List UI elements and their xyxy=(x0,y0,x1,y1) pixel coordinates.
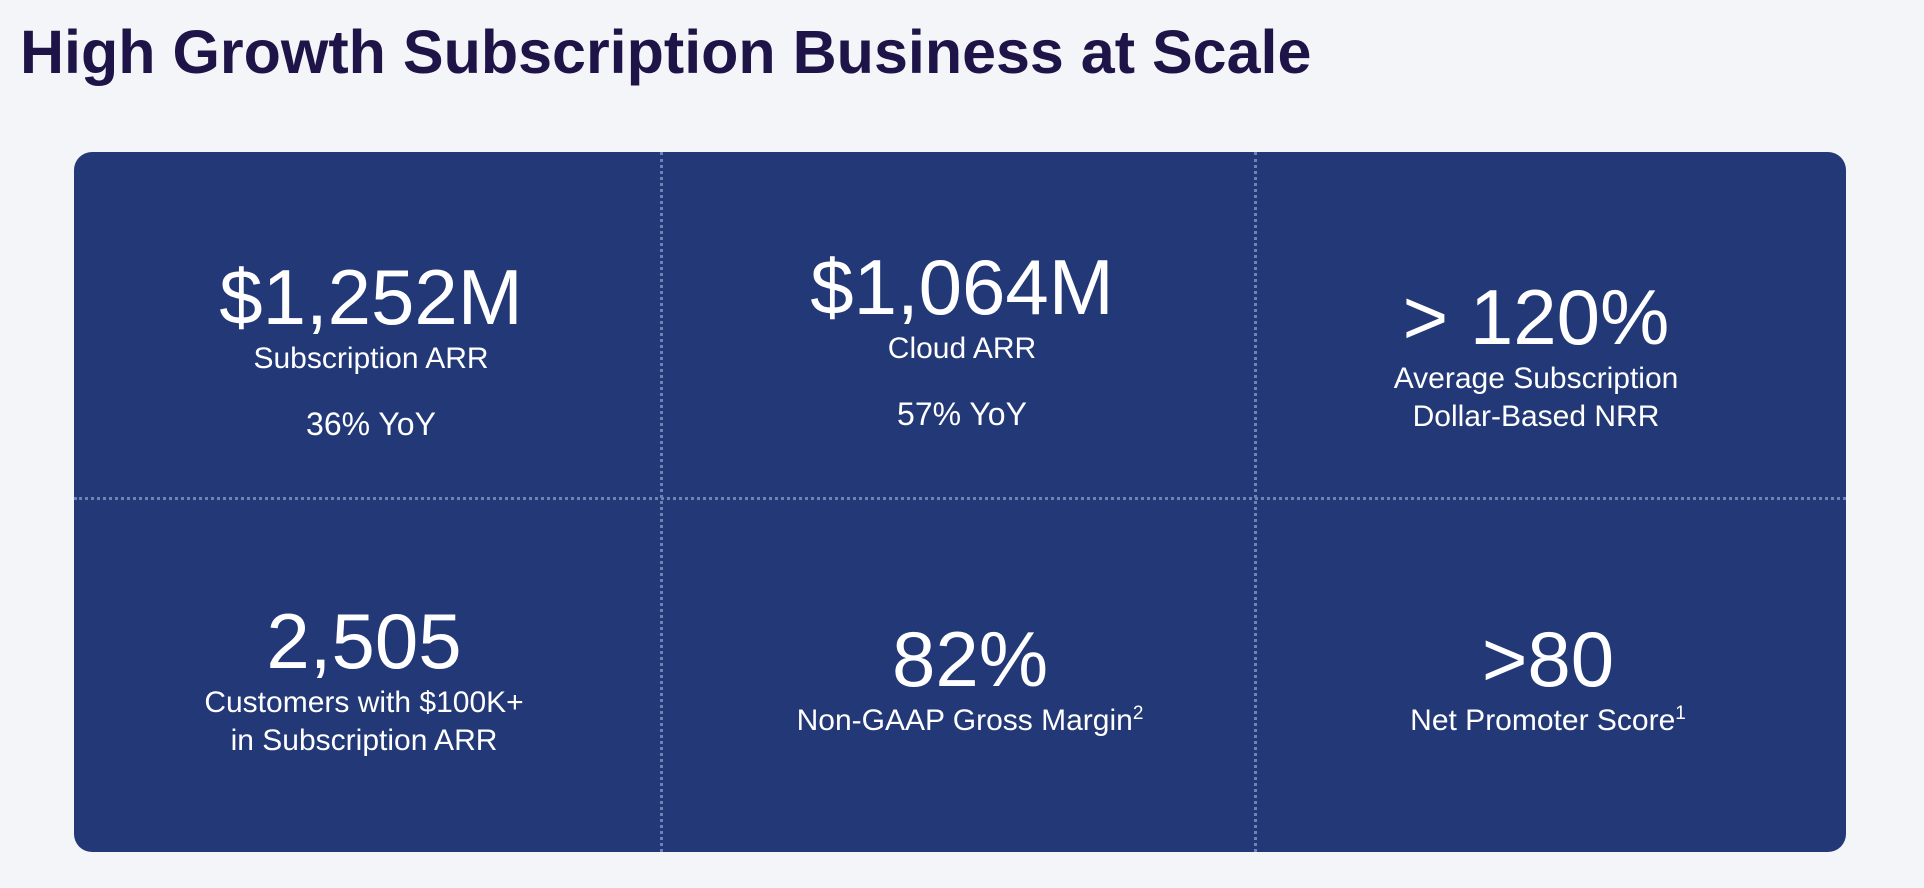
metric-label-line2: Dollar-Based NRR xyxy=(1412,400,1660,433)
metric-label: Average Subscription xyxy=(1393,362,1679,395)
metric-value: $1,064M xyxy=(810,243,1114,331)
metric-value: 82% xyxy=(891,615,1049,703)
metric-subscription-arr: $1,252M Subscription ARR 36% YoY xyxy=(219,254,523,444)
metric-customers-100k: 2,505 Customers with $100K+ in Subscript… xyxy=(204,598,523,760)
metric-nrr: > 120% Average Subscription Dollar-Based… xyxy=(1394,274,1679,436)
column-divider xyxy=(660,152,663,852)
metric-label: Subscription ARR xyxy=(253,342,489,375)
footnote-marker: 2 xyxy=(1132,703,1144,724)
metric-label-text: Non-GAAP Gross Margin xyxy=(796,704,1133,737)
metric-cloud-arr: $1,064M Cloud ARR 57% YoY xyxy=(810,244,1114,434)
metrics-panel: $1,252M Subscription ARR 36% YoY $1,064M… xyxy=(74,152,1846,852)
metric-value: 2,505 xyxy=(266,597,462,685)
footnote-marker: 1 xyxy=(1675,703,1686,724)
metric-label: Cloud ARR xyxy=(887,332,1037,365)
metric-label: Non-GAAP Gross Margin2 xyxy=(797,702,1144,740)
page-title: High Growth Subscription Business at Sca… xyxy=(20,18,1312,86)
row-divider xyxy=(74,497,1846,500)
column-divider xyxy=(1254,152,1257,852)
metric-nps: >80 Net Promoter Score1 xyxy=(1410,616,1686,740)
metric-value: > 120% xyxy=(1402,273,1670,361)
metric-gross-margin: 82% Non-GAAP Gross Margin2 xyxy=(797,616,1144,740)
metric-label-text: Net Promoter Score xyxy=(1410,704,1676,737)
metric-label-line2: in Subscription ARR xyxy=(230,724,498,757)
metric-growth: 57% YoY xyxy=(897,396,1027,432)
metric-label: Net Promoter Score1 xyxy=(1410,702,1686,740)
metric-growth: 36% YoY xyxy=(306,406,436,442)
metric-value: $1,252M xyxy=(219,253,523,341)
metric-value: >80 xyxy=(1481,615,1615,703)
metric-label: Customers with $100K+ xyxy=(204,686,524,719)
